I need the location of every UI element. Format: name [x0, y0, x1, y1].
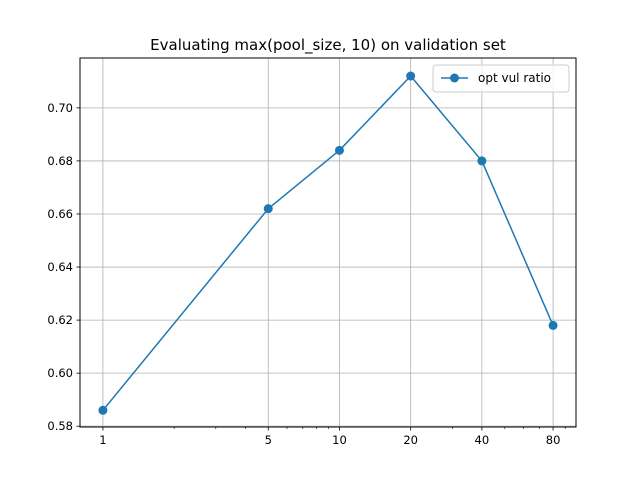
x-tick-label: 40 [475, 433, 490, 447]
y-tick-label: 0.70 [47, 101, 73, 115]
y-tick-label: 0.68 [47, 154, 73, 168]
chart-title: Evaluating max(pool_size, 10) on validat… [150, 36, 506, 55]
y-axis-ticks: 0.58 0.60 0.62 0.64 0.66 0.68 0.70 [47, 101, 80, 433]
legend-marker [450, 73, 459, 83]
series-layer [98, 71, 558, 415]
series-line [102, 75, 554, 411]
x-tick-label: 20 [403, 433, 418, 447]
y-tick-label: 0.64 [47, 260, 73, 274]
x-tick-label: 1 [99, 433, 106, 447]
x-tick-label: 10 [332, 433, 347, 447]
x-axis-ticks: 1 5 10 20 40 80 [99, 427, 560, 447]
legend-box [432, 64, 570, 93]
legend: opt vul ratio [432, 64, 570, 93]
data-point [98, 405, 108, 415]
y-tick-label: 0.58 [47, 419, 73, 433]
data-point [477, 156, 487, 166]
data-point [406, 71, 416, 81]
y-tick-label: 0.66 [47, 207, 73, 221]
data-point [263, 204, 273, 214]
legend-label: opt vul ratio [478, 71, 551, 85]
data-point [548, 320, 558, 330]
x-tick-label: 5 [265, 433, 272, 447]
y-tick-label: 0.60 [47, 366, 73, 380]
plot-frame [79, 57, 577, 428]
grid [80, 58, 576, 427]
x-tick-label: 80 [546, 433, 561, 447]
y-tick-label: 0.62 [47, 313, 73, 327]
data-point [334, 145, 344, 155]
